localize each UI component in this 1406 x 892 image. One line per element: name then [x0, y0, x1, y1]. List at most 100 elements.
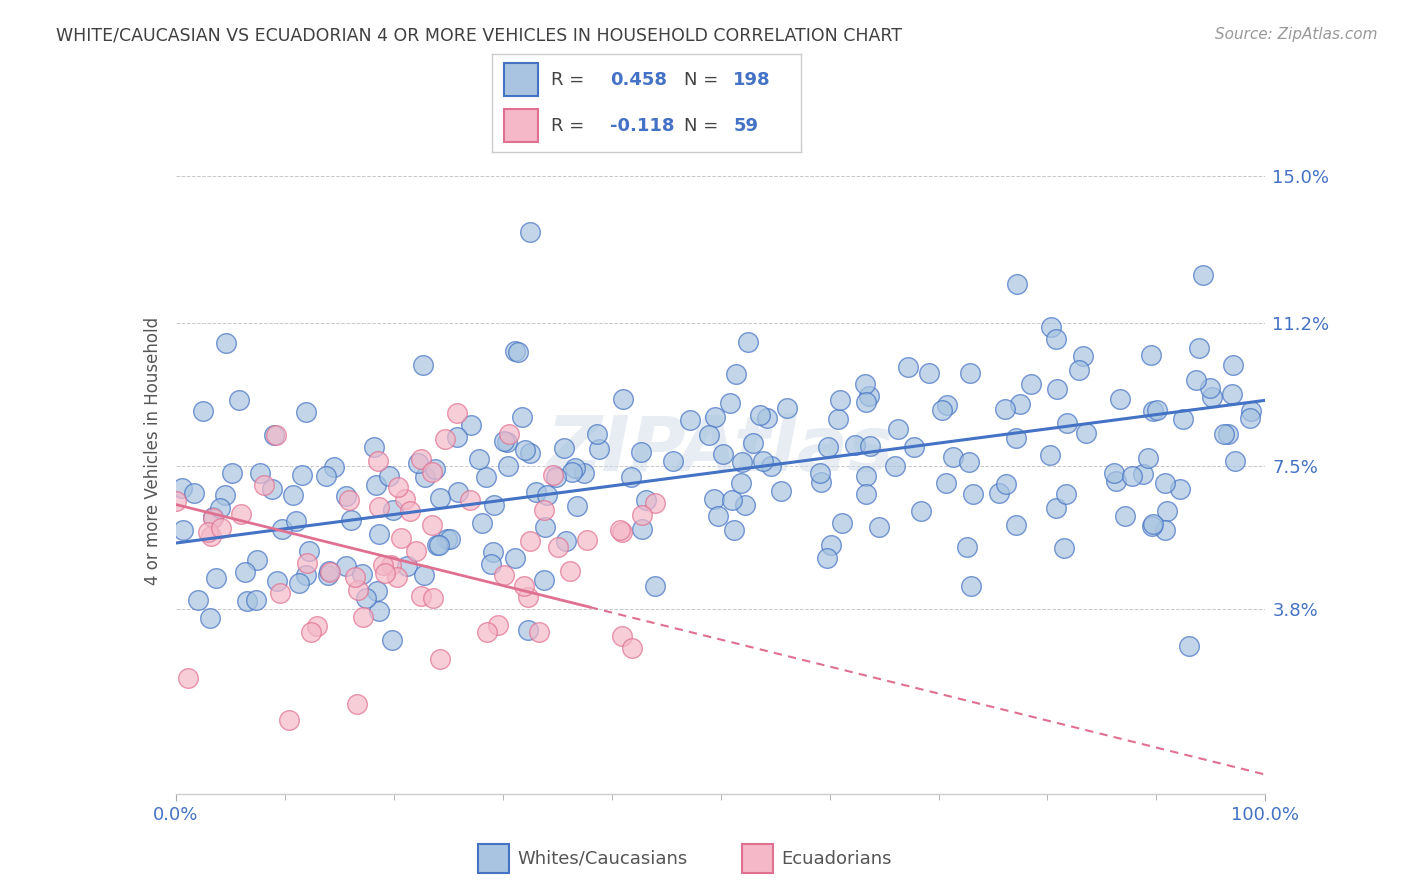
Point [769, 483, 792, 498]
Text: Source: ZipAtlas.com: Source: ZipAtlas.com [1215, 27, 1378, 42]
Point [1039, 448, 1062, 462]
FancyBboxPatch shape [742, 844, 773, 873]
Point [245, 593, 267, 607]
Point [776, 401, 799, 416]
Point [269, 586, 291, 600]
Point [297, 556, 319, 570]
Point [411, 451, 433, 466]
Point [354, 591, 377, 605]
Point [446, 406, 468, 420]
Point [508, 344, 530, 359]
Point [827, 412, 849, 426]
Point [737, 334, 759, 349]
Point [1005, 277, 1028, 291]
Point [1222, 358, 1244, 372]
Point [496, 435, 519, 450]
Point [264, 427, 287, 442]
FancyBboxPatch shape [505, 110, 538, 142]
Point [295, 405, 318, 419]
Point [200, 529, 222, 543]
Point [555, 534, 578, 549]
Point [368, 500, 391, 515]
Point [460, 417, 482, 432]
Text: Ecuadorians: Ecuadorians [782, 849, 893, 868]
Point [1045, 501, 1067, 516]
Point [209, 501, 232, 516]
Point [1156, 504, 1178, 518]
Point [436, 532, 458, 546]
Text: 198: 198 [734, 70, 770, 88]
Point [305, 619, 328, 633]
Point [519, 533, 541, 548]
Point [517, 590, 540, 604]
Point [378, 469, 401, 483]
Point [1239, 411, 1261, 425]
Point [721, 493, 744, 508]
Point [291, 467, 314, 482]
Point [283, 487, 305, 501]
Point [558, 564, 581, 578]
Point [959, 366, 981, 380]
Point [886, 422, 908, 436]
Point [422, 591, 444, 605]
Point [734, 498, 756, 512]
Point [368, 604, 391, 618]
Point [697, 427, 720, 442]
Point [228, 393, 250, 408]
Point [636, 493, 658, 508]
Point [897, 359, 920, 374]
Point [1021, 377, 1043, 392]
Point [572, 466, 595, 480]
Text: R =: R = [551, 117, 591, 135]
Point [704, 409, 727, 424]
Point [564, 460, 586, 475]
Point [844, 438, 866, 452]
Point [340, 513, 363, 527]
Text: 59: 59 [734, 117, 758, 135]
Text: N =: N = [683, 70, 724, 88]
Point [350, 566, 373, 581]
Point [1045, 332, 1067, 346]
Point [1105, 475, 1128, 489]
Point [533, 502, 555, 516]
Point [959, 579, 981, 593]
Point [630, 522, 652, 536]
Point [1168, 482, 1191, 496]
Point [1198, 381, 1220, 395]
Point [367, 454, 389, 468]
Point [510, 410, 533, 425]
Point [752, 454, 775, 468]
Point [1010, 396, 1032, 410]
Point [405, 544, 427, 558]
Point [610, 629, 633, 643]
Point [371, 558, 394, 572]
Point [761, 458, 783, 473]
Point [352, 610, 374, 624]
Point [808, 466, 831, 480]
Point [1071, 349, 1094, 363]
Point [288, 576, 311, 591]
Point [1132, 467, 1154, 481]
Point [202, 509, 225, 524]
Point [962, 487, 984, 501]
FancyBboxPatch shape [478, 844, 509, 873]
Text: -0.118: -0.118 [610, 117, 673, 135]
Point [429, 491, 451, 505]
Point [165, 494, 187, 508]
Point [316, 567, 339, 582]
Point [398, 504, 420, 518]
Point [271, 522, 294, 536]
Point [1054, 486, 1077, 500]
Point [1153, 523, 1175, 537]
Point [910, 504, 932, 518]
Point [319, 566, 342, 580]
Point [427, 538, 450, 552]
Point [565, 499, 588, 513]
Point [471, 516, 494, 530]
Point [524, 485, 547, 500]
Point [233, 566, 256, 580]
Point [855, 395, 877, 409]
Point [284, 515, 307, 529]
Point [475, 469, 498, 483]
Point [942, 450, 965, 465]
